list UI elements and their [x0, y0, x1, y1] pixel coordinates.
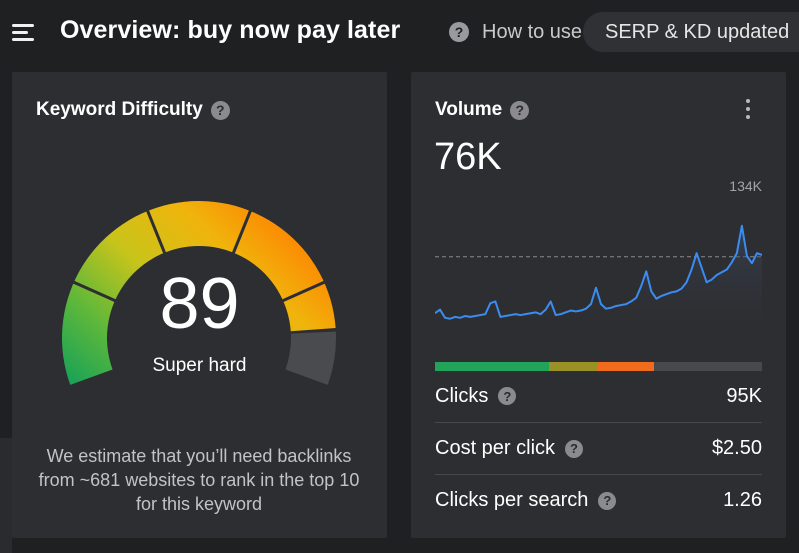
distribution-segment: [598, 362, 655, 371]
volume-title-label: Volume: [435, 99, 503, 120]
volume-help-icon[interactable]: ?: [510, 100, 530, 120]
kd-description: We estimate that you’ll need backlinks f…: [38, 446, 360, 514]
distribution-segment: [549, 362, 599, 371]
metric-label: Clicks per search: [435, 489, 589, 511]
how-to-use-link[interactable]: ? How to use: [449, 20, 585, 44]
kd-gauge: [62, 200, 336, 385]
how-to-use-label: How to use: [482, 20, 583, 43]
question-icon: ?: [449, 22, 469, 42]
distribution-segment: [435, 362, 550, 371]
trend-area: [435, 225, 762, 332]
serp-kd-status-badge: SERP & KD updated: [583, 12, 799, 52]
kd-score: 89: [159, 264, 240, 344]
volume-title: Volume ?: [435, 99, 530, 121]
metric-row-clicks: Clicks ? 95K: [435, 370, 762, 422]
kd-title-label: Keyword Difficulty: [36, 99, 203, 120]
distribution-segment: [654, 362, 762, 371]
metric-label: Cost per click: [435, 437, 556, 459]
metric-row-clicks-per-search: Clicks per search ? 1.26: [435, 474, 762, 526]
keyword-difficulty-card: Keyword Difficulty ? 89 Super hard We es…: [12, 72, 387, 538]
volume-trend-chart: [435, 224, 762, 332]
cpc-help-icon[interactable]: ?: [565, 439, 584, 458]
page-title: Overview: buy now pay later: [60, 16, 401, 44]
more-options-icon[interactable]: [742, 99, 754, 121]
kd-title: Keyword Difficulty ?: [36, 99, 230, 121]
kd-gauge-ticks: [72, 209, 326, 303]
metric-value: 95K: [726, 384, 762, 407]
metric-value: $2.50: [711, 437, 762, 459]
kd-help-icon[interactable]: ?: [210, 100, 230, 120]
left-edge-strip: [0, 438, 12, 553]
metric-value: 1.26: [723, 489, 762, 511]
volume-card: Volume ? 76K 134K Clicks ? 95K Cost per …: [411, 72, 786, 538]
kd-gauge-remainder: [285, 331, 336, 385]
clicks-help-icon[interactable]: ?: [498, 387, 517, 405]
gauge-tick: [145, 209, 167, 255]
kd-difficulty-label: Super hard: [152, 355, 247, 376]
gauge-tick: [281, 280, 326, 303]
gauge-tick: [231, 209, 253, 255]
trend-max-label: 134K: [729, 178, 762, 194]
volume-value: 76K: [434, 136, 502, 178]
gauge-tick: [72, 280, 117, 303]
kd-gauge-fill: [62, 200, 336, 385]
metric-label: Clicks: [435, 384, 489, 407]
hamburger-menu-icon[interactable]: [12, 23, 36, 43]
top-bar: Overview: buy now pay later ? How to use…: [0, 0, 799, 64]
trend-line: [435, 224, 762, 320]
clicks-distribution-bar: [435, 362, 762, 371]
cps-help-icon[interactable]: ?: [598, 491, 617, 510]
metric-row-cpc: Cost per click ? $2.50: [435, 422, 762, 474]
